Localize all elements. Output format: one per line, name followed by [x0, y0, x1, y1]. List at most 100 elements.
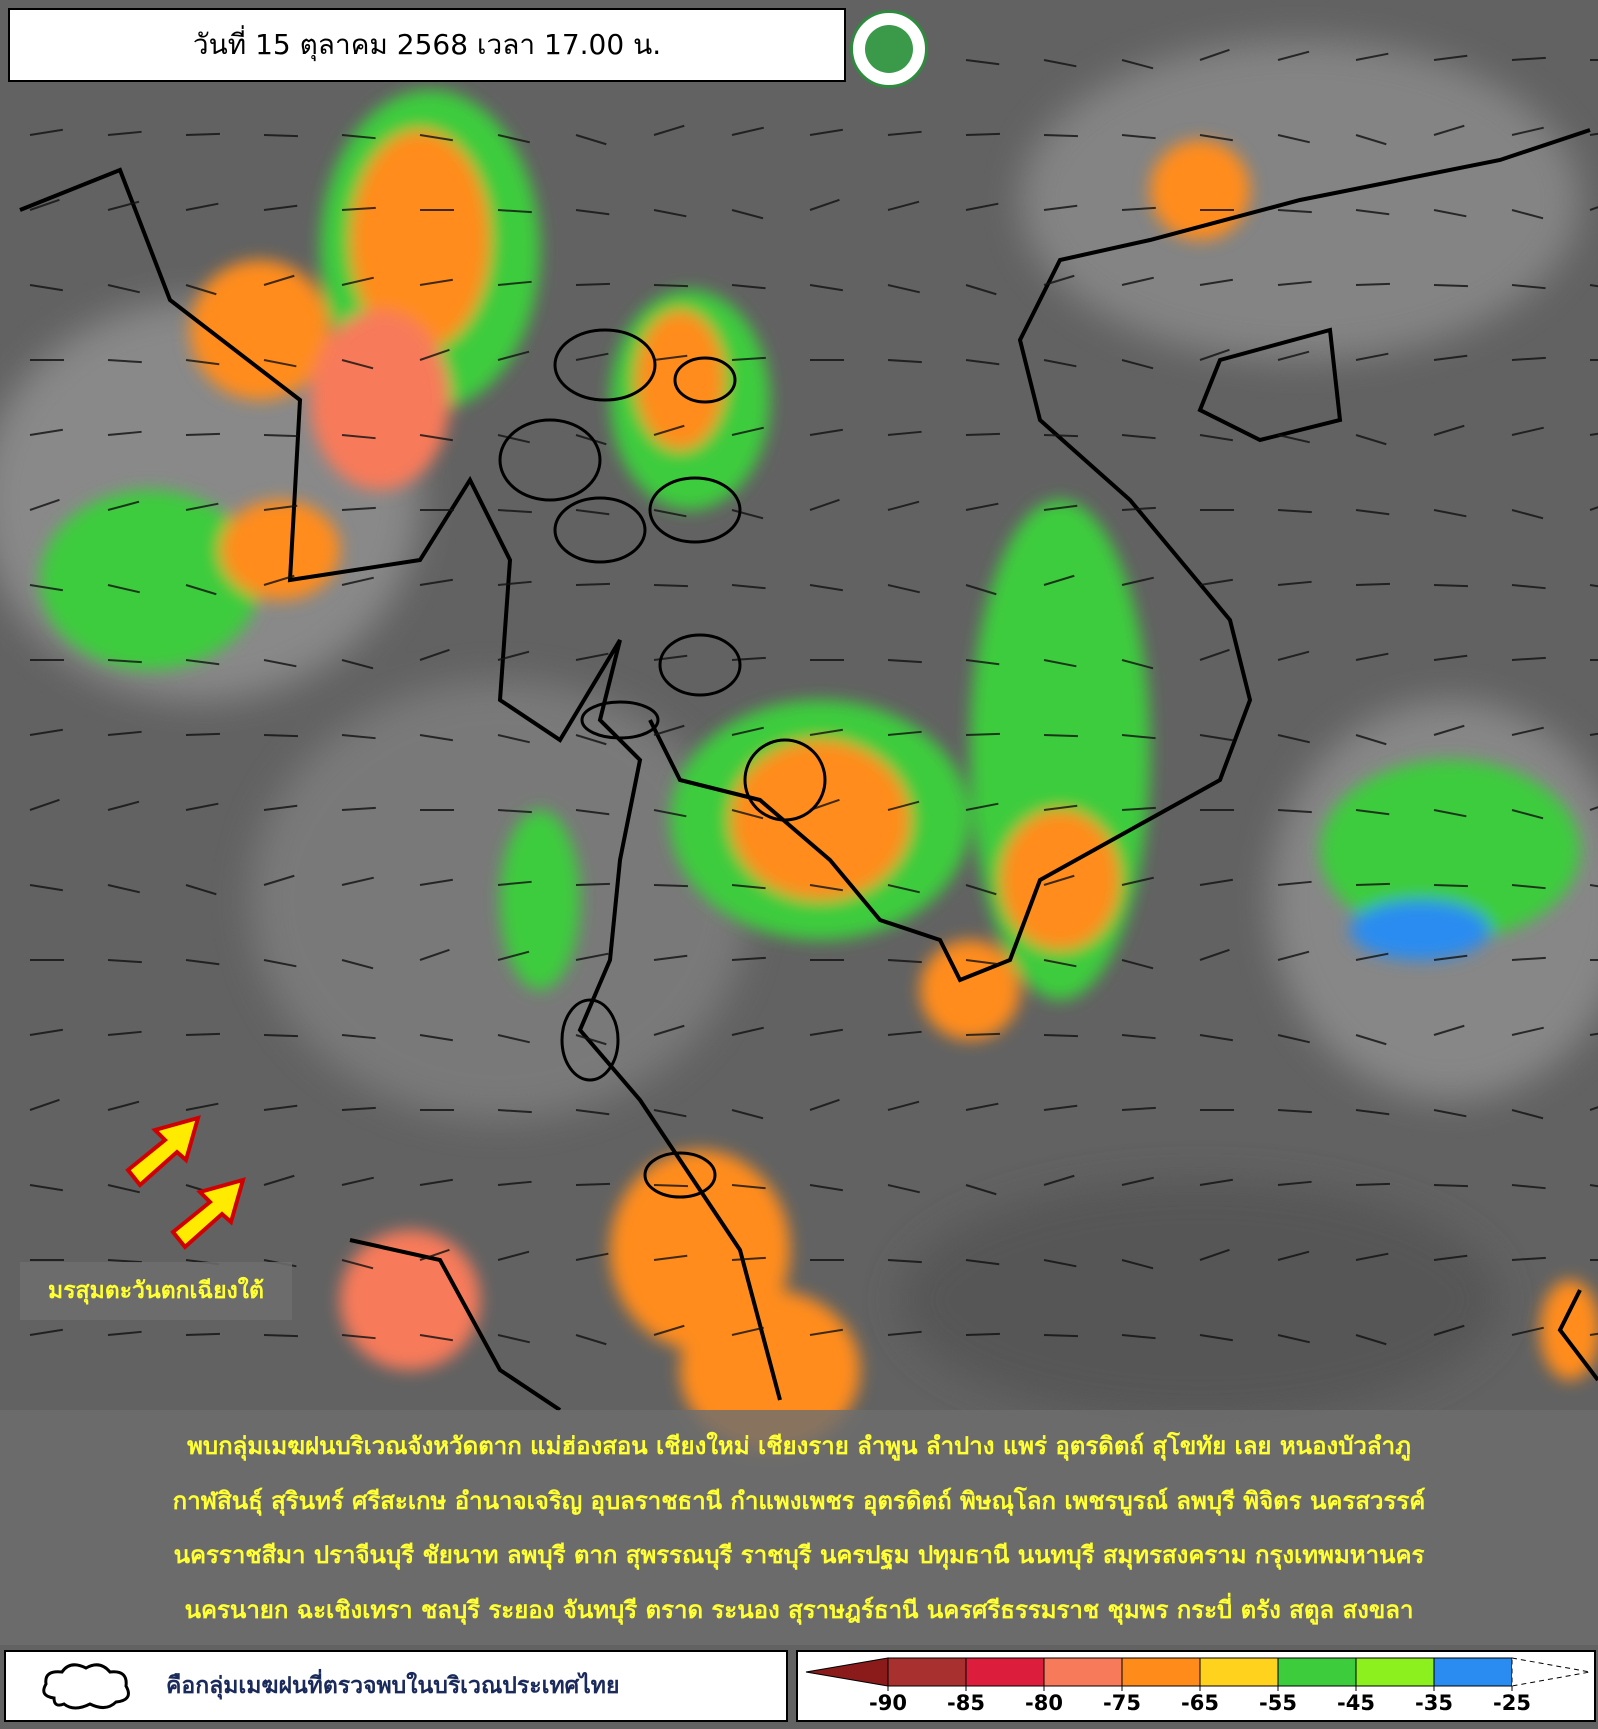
wind-barb [731, 126, 764, 136]
wind-barb [731, 356, 766, 361]
wind-barb [1043, 359, 1077, 368]
wind-barb [185, 884, 217, 896]
colorbar-swatch [965, 1657, 1045, 1687]
wind-barb [419, 134, 454, 142]
header-box: วันที่ 15 ตุลาคม 2568 เวลา 17.00 น. [8, 8, 846, 82]
wind-barb [809, 1184, 844, 1192]
wind-barb [1043, 134, 1078, 138]
wind-barb [107, 884, 140, 894]
wind-barb [341, 434, 376, 440]
wind-barb [653, 209, 687, 218]
wind-barb [965, 1184, 997, 1196]
wind-barb [1589, 206, 1598, 211]
wind-barb [1277, 134, 1310, 144]
colorbar-tick-label: -85 [947, 1691, 985, 1715]
wind-barb [1433, 124, 1465, 136]
wind-barb [887, 284, 920, 294]
wind-barb [1199, 48, 1230, 61]
wind-barb [107, 959, 142, 964]
wind-barb [1199, 1248, 1230, 1261]
wind-barb [1433, 724, 1465, 736]
wind-barb [575, 352, 609, 361]
wind-barb [965, 959, 1000, 966]
wind-barb [341, 506, 376, 511]
wind-barb [1199, 948, 1230, 961]
wind-barb [1511, 56, 1546, 61]
wind-barb [1511, 1026, 1544, 1036]
wind-barb [1433, 1109, 1467, 1118]
wind-barb [1199, 1034, 1234, 1042]
wind-barb [653, 284, 688, 288]
wind-barb [965, 432, 1000, 436]
wind-barb [1589, 1032, 1598, 1036]
wind-barb [1043, 1334, 1078, 1338]
wind-barb [965, 584, 997, 596]
wind-barb [1433, 809, 1467, 818]
wind-barb [1121, 734, 1156, 740]
wind-barb [653, 584, 688, 588]
wind-barb [1511, 1256, 1546, 1261]
wind-barb [263, 659, 297, 668]
wind-barb [497, 950, 530, 961]
wind-barb [1355, 509, 1390, 516]
wind-barb [29, 1184, 64, 1192]
wind-barb [731, 656, 766, 661]
wind-barb [809, 1028, 844, 1036]
wind-barb [1433, 424, 1465, 436]
wind-barb [341, 134, 376, 140]
wind-barb [731, 809, 764, 820]
wind-barb [185, 1032, 220, 1036]
wind-barb [185, 584, 217, 596]
logo [850, 10, 928, 88]
wind-barb [575, 734, 607, 746]
wind-barb [1199, 348, 1230, 361]
wind-barb [1043, 204, 1078, 211]
wind-barb [1355, 1252, 1389, 1261]
wind-barb [653, 1324, 685, 1336]
wind-barb [809, 1098, 840, 1111]
wind-barb [1433, 884, 1468, 888]
wind-barb [1121, 1176, 1154, 1186]
wind-barb [965, 884, 997, 896]
wind-barb [1043, 1104, 1078, 1111]
wind-barb [1433, 509, 1467, 518]
wind-barb [419, 578, 454, 586]
wind-barb [1277, 209, 1312, 214]
wind-barb [1355, 134, 1387, 146]
wind-barb [1043, 1034, 1078, 1038]
wind-barb [887, 1100, 920, 1111]
wind-barb [1043, 504, 1078, 511]
wind-barb [497, 1250, 530, 1261]
wind-barb [1589, 584, 1598, 588]
wind-barb [1199, 278, 1234, 286]
wind-barb [887, 130, 922, 136]
wind-barb [731, 284, 766, 290]
wind-barb [1043, 804, 1078, 811]
wind-barb [1043, 874, 1075, 886]
wind-barb [653, 954, 688, 961]
wind-barb [1277, 950, 1310, 961]
wind-barb [1121, 876, 1154, 886]
wind-barb [809, 498, 840, 511]
wind-barb [107, 659, 142, 664]
wind-barb [1043, 274, 1075, 286]
wind-barb [965, 502, 999, 511]
colorbar-tick-label: -45 [1337, 1691, 1375, 1715]
wind-barb [419, 1334, 454, 1342]
wind-barb [1199, 1178, 1234, 1186]
annotation-box: มรสุมตะวันตกเฉียงใต้ [20, 1262, 292, 1320]
colorbar-tick-label: -25 [1493, 1691, 1531, 1715]
wind-barb [1121, 506, 1156, 511]
wind-barb [731, 584, 766, 590]
wind-barb [575, 582, 610, 586]
wind-barb [341, 959, 374, 970]
wind-barb [107, 1330, 142, 1336]
wind-barb [29, 1098, 60, 1111]
wind-barb [575, 434, 607, 446]
wind-barb [1511, 584, 1546, 590]
wind-barb [497, 734, 530, 744]
wind-barb [1433, 284, 1468, 288]
wind-barb [731, 1026, 764, 1036]
wind-barb [653, 1184, 688, 1188]
wind-barb [809, 428, 844, 436]
